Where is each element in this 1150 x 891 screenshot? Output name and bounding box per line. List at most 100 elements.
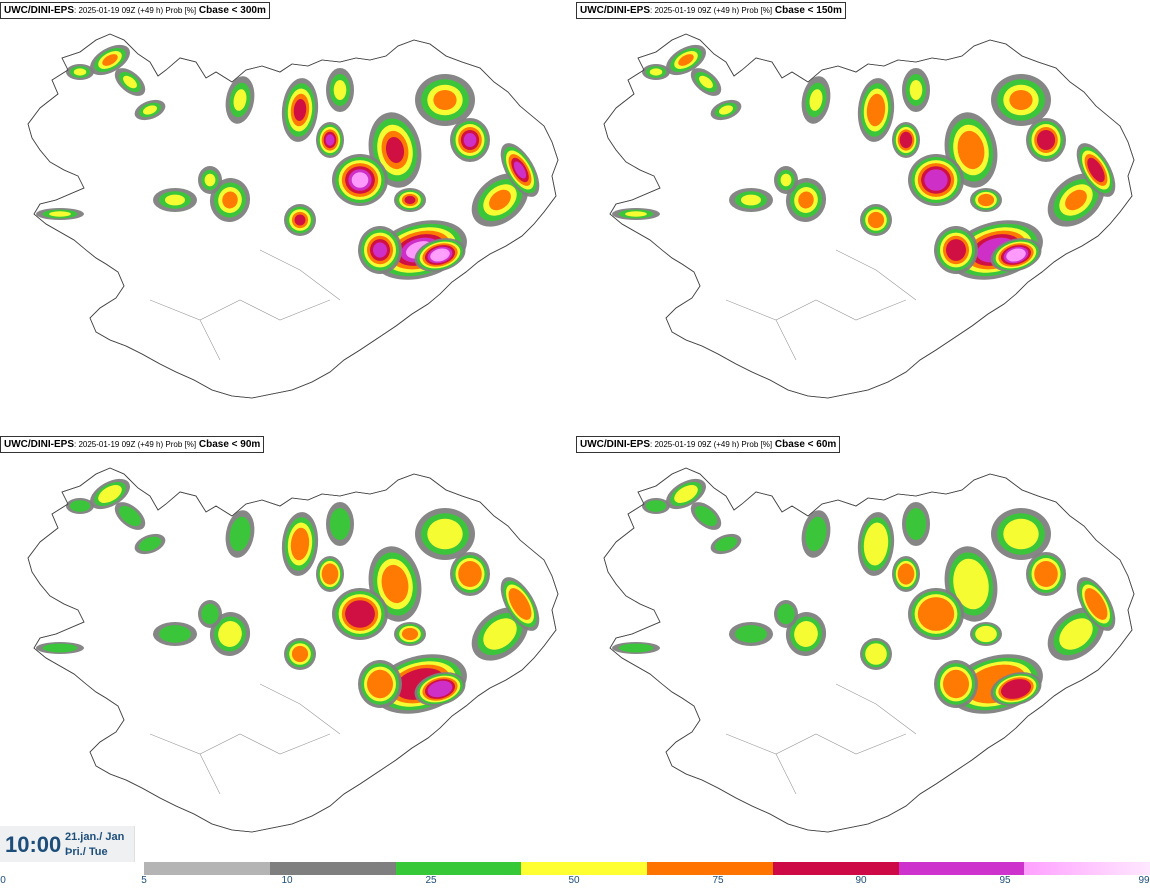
- probability-area: [401, 627, 419, 641]
- probability-area: [909, 80, 923, 100]
- run-info: : 2025-01-19 09Z (+49 h) Prob [%]: [74, 6, 197, 15]
- map-panel-cbase-300m: UWC/DINI-EPS: 2025-01-19 09Z (+49 h) Pro…: [0, 0, 574, 430]
- probability-area: [381, 564, 409, 604]
- legend-swatch: [395, 862, 522, 875]
- parameter-label: Cbase < 90m: [198, 439, 261, 450]
- probability-area: [694, 505, 718, 527]
- valid-time: 10:00: [5, 832, 62, 857]
- probability-area: [293, 99, 307, 121]
- probability-area: [899, 131, 913, 149]
- probability-area: [325, 134, 335, 146]
- run-info: : 2025-01-19 09Z (+49 h) Prob [%]: [650, 6, 773, 15]
- probability-area: [123, 75, 137, 89]
- legend-swatch: [1024, 862, 1150, 875]
- probability-area: [49, 211, 71, 217]
- iceland-coastline-outline: [603, 467, 1135, 833]
- probability-area: [42, 643, 78, 653]
- iceland-coastline-outline: [27, 33, 559, 399]
- probability-area: [1034, 561, 1058, 587]
- probability-area: [513, 161, 527, 179]
- probability-area: [229, 516, 251, 552]
- iceland-map: [603, 467, 1135, 833]
- probability-area: [427, 518, 463, 550]
- probability-area: [433, 90, 457, 110]
- probability-area: [953, 558, 989, 610]
- legend-label: 50: [568, 875, 580, 886]
- probability-area: [1009, 90, 1033, 110]
- probability-area: [777, 603, 795, 625]
- model-name: UWC/DINI-EPS: [4, 439, 74, 450]
- probability-area: [780, 173, 792, 187]
- probability-area: [794, 621, 818, 647]
- legend-label: 95: [999, 875, 1011, 886]
- probability-color-legend: [144, 862, 1150, 875]
- probability-area: [946, 239, 966, 261]
- probability-area: [975, 625, 997, 643]
- probability-area: [863, 522, 889, 566]
- probability-area: [977, 193, 995, 207]
- region-boundaries: [149, 683, 341, 795]
- probability-area: [718, 105, 734, 115]
- probability-area: [489, 189, 511, 211]
- panel-title: UWC/DINI-EPS: 2025-01-19 09Z (+49 h) Pro…: [0, 436, 265, 453]
- probability-area: [404, 195, 416, 205]
- probability-area: [218, 621, 242, 647]
- legend-label: 90: [855, 875, 867, 886]
- probability-area: [367, 669, 393, 699]
- legend-label: 0: [0, 875, 6, 886]
- parameter-label: Cbase < 300m: [198, 5, 266, 16]
- probability-area: [741, 194, 761, 206]
- legend-label: 75: [712, 875, 724, 886]
- legend-swatch: [647, 862, 773, 875]
- probability-area: [463, 133, 477, 147]
- probability-area: [1006, 248, 1026, 262]
- probability-area: [142, 105, 158, 115]
- probability-area: [73, 68, 87, 76]
- probability-area: [508, 588, 532, 620]
- model-name: UWC/DINI-EPS: [580, 5, 650, 16]
- probability-area: [867, 211, 885, 229]
- probability-area: [1003, 518, 1039, 550]
- probability-area: [678, 54, 694, 66]
- probability-area: [897, 563, 915, 585]
- probability-area: [483, 618, 517, 650]
- region-boundaries: [725, 249, 917, 361]
- probability-area: [329, 508, 351, 540]
- probability-area: [1084, 588, 1108, 620]
- probability-area: [943, 669, 969, 699]
- iceland-map: [27, 33, 559, 399]
- probability-area: [917, 597, 955, 631]
- legend-label: 5: [141, 875, 147, 886]
- probability-area: [201, 603, 219, 625]
- iceland-map: [27, 467, 559, 833]
- probability-area: [98, 485, 122, 503]
- region-boundaries: [149, 249, 341, 361]
- panel-title: UWC/DINI-EPS: 2025-01-19 09Z (+49 h) Pro…: [0, 2, 270, 19]
- probability-area: [333, 80, 347, 100]
- probability-area: [118, 505, 142, 527]
- probability-area: [291, 645, 309, 663]
- legend-swatch: [772, 862, 899, 875]
- model-name: UWC/DINI-EPS: [580, 439, 650, 450]
- probability-area: [222, 191, 238, 209]
- probability-area: [1059, 618, 1093, 650]
- probability-area: [385, 137, 405, 163]
- probability-area: [458, 561, 482, 587]
- legend-label: 10: [281, 875, 293, 886]
- legend-label: 99: [1138, 875, 1150, 886]
- probability-area: [645, 500, 667, 512]
- probability-area: [321, 563, 339, 585]
- probability-area: [138, 536, 162, 552]
- valid-time-box: 10:00 21.jan./ Jan Þri./ Tue: [0, 826, 135, 862]
- probability-area: [924, 169, 948, 191]
- probability-area: [351, 172, 369, 188]
- probability-area: [798, 191, 814, 209]
- probability-area: [165, 194, 185, 206]
- probability-area: [805, 516, 827, 552]
- probability-area: [866, 93, 886, 127]
- parameter-label: Cbase < 60m: [774, 439, 837, 450]
- probability-area: [699, 75, 713, 89]
- probability-area: [204, 173, 216, 187]
- probability-area: [233, 89, 247, 111]
